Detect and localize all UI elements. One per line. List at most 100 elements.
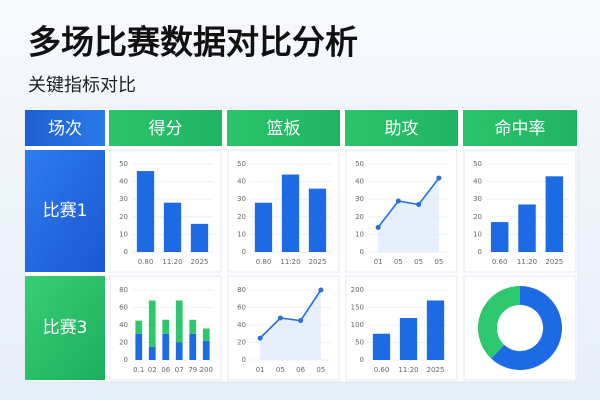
y-tick-label: 20: [473, 213, 482, 221]
y-tick-label: 60: [237, 304, 246, 312]
line-point: [395, 198, 401, 204]
y-tick-label: 30: [355, 195, 364, 203]
line-area: [378, 178, 439, 252]
y-tick-label: 0: [360, 356, 364, 364]
x-tick-label: 0.80: [138, 258, 154, 266]
title: 多场比赛数据对比分析: [28, 23, 358, 62]
x-tick-label: 79: [188, 366, 197, 374]
stacked-bar: [189, 319, 197, 334]
stacked-bar: [135, 333, 143, 360]
x-tick-label: 0.60: [374, 366, 390, 374]
x-tick-label: 05: [414, 258, 423, 266]
row-label-cell: [25, 150, 105, 272]
stacked-bar: [135, 320, 143, 334]
y-tick-label: 0: [360, 248, 364, 256]
line-point: [318, 287, 324, 293]
bar: [372, 333, 391, 360]
y-tick-label: 100: [351, 321, 364, 329]
donut-segment: [478, 286, 520, 359]
y-tick-label: 80: [119, 286, 128, 294]
bar: [399, 318, 418, 360]
header-cell: [109, 110, 222, 146]
x-tick-label: 200: [200, 366, 213, 374]
y-tick-label: 20: [355, 213, 364, 221]
stacked-bar: [202, 340, 210, 360]
x-tick-label: 11:20: [280, 258, 300, 266]
y-tick-label: 20: [237, 213, 246, 221]
line-area: [260, 290, 321, 360]
line-point: [257, 335, 263, 341]
stacked-bar: [162, 333, 170, 360]
line-point: [277, 315, 283, 321]
y-tick-label: 0: [242, 248, 246, 256]
x-tick-label: 2025: [427, 366, 445, 374]
y-tick-label: 40: [237, 178, 246, 186]
x-tick-label: 02: [148, 366, 157, 374]
line: [259, 289, 322, 339]
y-tick-label: 50: [237, 160, 246, 168]
x-tick-label: 01: [374, 258, 383, 266]
x-tick-label: 2025: [191, 258, 209, 266]
x-tick-label: 11:20: [517, 258, 537, 266]
x-tick-label: 11:20: [162, 258, 182, 266]
y-tick-label: 30: [119, 195, 128, 203]
header-label: 命中率: [495, 119, 546, 139]
x-tick-label: 01: [256, 366, 265, 374]
bar: [490, 222, 509, 252]
x-tick-label: 06: [296, 366, 305, 374]
y-tick-label: 40: [119, 321, 128, 329]
line-point: [298, 318, 304, 324]
x-tick-label: 0.80: [256, 258, 272, 266]
x-tick-label: 0.1: [133, 366, 144, 374]
x-tick-label: 05: [434, 258, 443, 266]
y-tick-label: 10: [119, 230, 128, 238]
line-point: [436, 175, 442, 181]
y-tick-label: 50: [355, 339, 364, 347]
header-cell: [345, 110, 458, 146]
row-label: 比赛1: [43, 200, 88, 221]
y-tick-label: 50: [119, 160, 128, 168]
x-tick-label: 07: [175, 366, 184, 374]
stacked-bar: [162, 319, 170, 334]
y-tick-label: 0: [124, 248, 128, 256]
y-tick-label: 40: [473, 178, 482, 186]
header-label: 场次: [48, 119, 82, 139]
y-tick-label: 50: [355, 160, 364, 168]
header-cell: [25, 110, 105, 146]
y-tick-label: 10: [237, 230, 246, 238]
y-tick-label: 20: [119, 213, 128, 221]
x-tick-label: 06: [161, 366, 170, 374]
y-tick-label: 60: [119, 304, 128, 312]
y-tick-label: 0: [242, 356, 246, 364]
bar: [426, 300, 445, 360]
y-tick-label: 200: [351, 286, 364, 294]
x-tick-label: 2025: [309, 258, 327, 266]
y-tick-label: 50: [473, 160, 482, 168]
bar: [545, 176, 564, 252]
stacked-bar: [175, 300, 183, 343]
donut-segment: [491, 286, 562, 371]
row-label: 比赛3: [43, 317, 88, 338]
bar: [136, 171, 155, 252]
x-tick-label: 05: [394, 258, 403, 266]
y-tick-label: 30: [473, 195, 482, 203]
bar: [308, 188, 327, 252]
header-cell: [227, 110, 340, 146]
y-tick-label: 0: [478, 248, 482, 256]
row-label-cell: [25, 276, 105, 380]
y-tick-label: 40: [119, 178, 128, 186]
line: [377, 177, 440, 228]
y-tick-label: 10: [473, 230, 482, 238]
line-point: [375, 224, 381, 230]
header-label: 得分: [149, 119, 183, 139]
bar: [281, 174, 300, 252]
line-point: [416, 201, 422, 207]
header-label: 篮板: [267, 119, 301, 139]
bar: [163, 202, 182, 252]
subtitle: 关键指标对比: [28, 75, 136, 96]
x-tick-label: 0.60: [492, 258, 508, 266]
y-tick-label: 10: [355, 230, 364, 238]
stacked-bar: [148, 346, 156, 360]
y-tick-label: 80: [237, 286, 246, 294]
